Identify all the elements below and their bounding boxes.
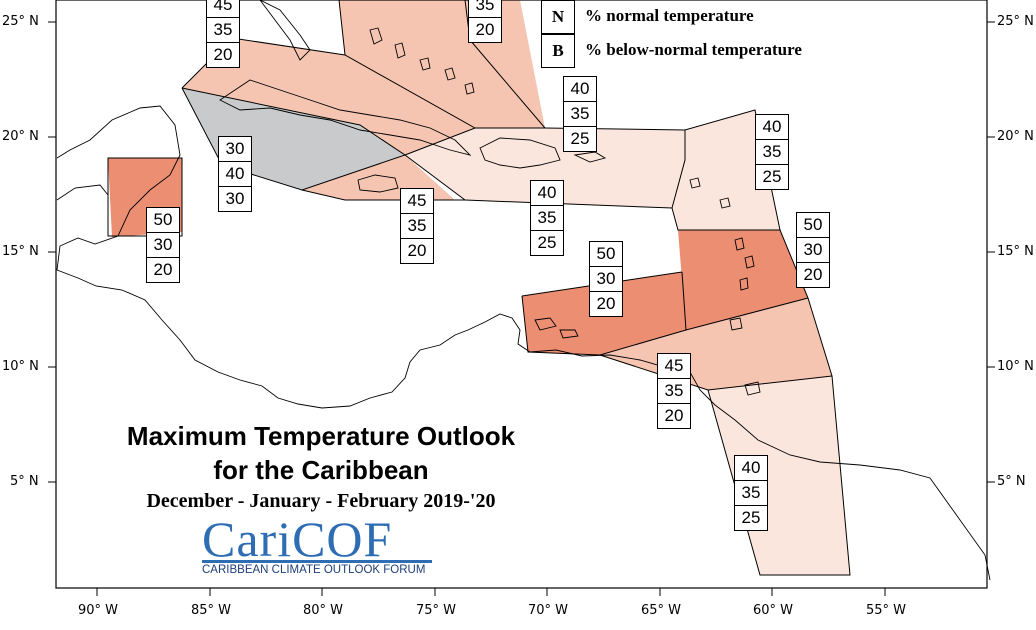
prob-below: 20 <box>475 20 495 39</box>
prob-box-windward-islands: 50 30 20 <box>796 212 830 288</box>
axis-ticks <box>48 21 995 596</box>
prob-box-belize: 50 30 20 <box>146 207 180 283</box>
logo-wordmark: CariCOF <box>202 511 393 567</box>
island-outlines <box>369 27 755 291</box>
legend-text-below: % below-normal temperature <box>585 40 802 59</box>
lat-label-10n-right: 10° N <box>997 359 1034 374</box>
prob-below: 20 <box>596 294 616 313</box>
legend-key-below: B <box>541 34 575 68</box>
prob-box-abc-islands: 50 30 20 <box>589 241 623 317</box>
lat-label-25n: 25° N <box>2 14 39 29</box>
prob-below: 20 <box>803 265 823 284</box>
zone-hispaniola <box>405 128 685 208</box>
prob-below: 20 <box>213 45 233 64</box>
prob-box-hispaniola: 40 35 25 <box>530 180 564 256</box>
prob-box-bahamas-south-east: 35 20 <box>468 0 502 43</box>
prob-normal: 35 <box>756 140 788 165</box>
prob-below: 25 <box>762 167 782 186</box>
lat-label-15n-right: 15° N <box>997 244 1034 259</box>
prob-below: 25 <box>741 508 761 527</box>
lon-label-60w: 60° W <box>753 603 794 618</box>
prob-box-bahamas-north-west: 45 35 20 <box>206 0 240 68</box>
prob-above: 50 <box>590 242 622 267</box>
prob-normal: 30 <box>797 238 829 263</box>
season-subtitle: December - January - February 2019-'20 <box>146 490 496 512</box>
prob-above: 45 <box>401 189 433 214</box>
prob-above: 50 <box>147 208 179 233</box>
prob-above: 40 <box>564 77 596 102</box>
lat-label-5n: 5° N <box>10 474 39 489</box>
prob-above: 40 <box>531 181 563 206</box>
legend-text-normal: % normal temperature <box>585 6 754 25</box>
lat-label-20n-right: 20° N <box>997 129 1034 144</box>
prob-box-leeward-islands: 40 35 25 <box>755 114 789 190</box>
zone-guianas <box>708 376 850 575</box>
prob-box-trinidad-tobago: 45 35 20 <box>657 353 691 429</box>
prob-below: 25 <box>537 233 557 252</box>
map-title-line1: Maximum Temperature Outlook <box>126 421 516 451</box>
prob-normal: 40 <box>219 162 251 187</box>
map-frame <box>55 0 988 589</box>
lon-label-55w: 55° W <box>866 603 907 618</box>
logo-tagline: CARIBBEAN CLIMATE OUTLOOK FORUM <box>202 564 426 576</box>
prob-normal: 35 <box>735 481 767 506</box>
zone-leeward <box>672 110 780 230</box>
prob-above: 40 <box>735 456 767 481</box>
lon-label-90w: 90° W <box>78 603 119 618</box>
prob-below: 20 <box>153 260 173 279</box>
zone-borders <box>107 0 851 576</box>
prob-normal: 35 <box>401 214 433 239</box>
caricof-logo: CariCOF CARIBBEAN CLIMATE OUTLOOK FORUM <box>202 511 434 578</box>
prob-normal: 30 <box>590 267 622 292</box>
prob-normal: 35 <box>207 18 239 43</box>
lon-label-70w: 70° W <box>528 603 569 618</box>
lon-label-80w: 80° W <box>303 603 344 618</box>
prob-box-turks-caicos: 40 35 25 <box>563 76 597 152</box>
prob-below: 25 <box>570 129 590 148</box>
prob-below: 20 <box>407 241 427 260</box>
prob-normal: 35 <box>564 102 596 127</box>
map-title-line2: for the Caribbean <box>213 455 429 485</box>
legend-key-normal: N <box>541 0 575 34</box>
lat-label-5n-right: 5° N <box>997 474 1026 489</box>
lat-label-20n: 20° N <box>2 129 39 144</box>
lon-label-75w: 75° W <box>416 603 457 618</box>
coastlines <box>56 0 991 581</box>
prob-normal: 35 <box>531 206 563 231</box>
prob-box-guianas: 40 35 25 <box>734 455 768 531</box>
prob-normal: 35 <box>469 0 501 18</box>
lat-label-25n-right: 25° N <box>997 14 1034 29</box>
zone-cuba <box>182 38 475 155</box>
prob-box-jamaica: 45 35 20 <box>400 188 434 264</box>
prob-above: 50 <box>797 213 829 238</box>
prob-above: 30 <box>219 137 251 162</box>
prob-normal: 30 <box>147 233 179 258</box>
prob-below: 30 <box>225 189 245 208</box>
prob-box-cayman-belize-channel: 30 40 30 <box>218 136 252 212</box>
lat-label-10n: 10° N <box>2 359 39 374</box>
logo-underline <box>202 560 432 563</box>
zone-windward <box>678 230 808 330</box>
lon-label-85w: 85° W <box>191 603 232 618</box>
prob-normal: 35 <box>658 379 690 404</box>
prob-above: 45 <box>658 354 690 379</box>
lat-label-15n: 15° N <box>2 244 39 259</box>
prob-below: 20 <box>664 406 684 425</box>
prob-above: 40 <box>756 115 788 140</box>
prob-above: 45 <box>207 0 239 18</box>
lon-label-65w: 65° W <box>641 603 682 618</box>
